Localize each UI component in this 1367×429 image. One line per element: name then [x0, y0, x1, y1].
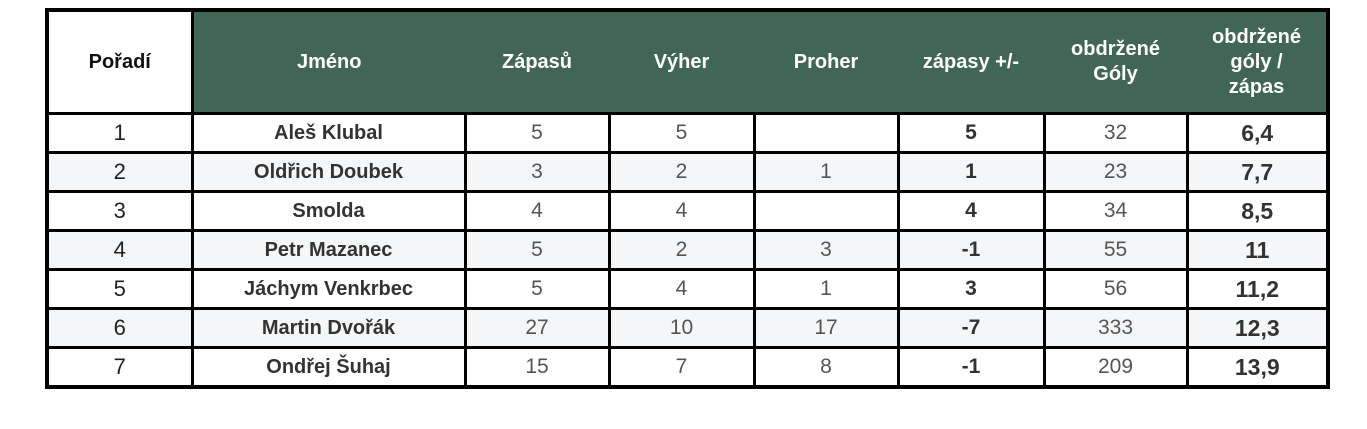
cell-name: Smolda: [190, 190, 467, 232]
header-wins: Výher: [609, 8, 754, 115]
cell-wins: 4: [607, 190, 756, 232]
cell-goals-per-match: 6,4: [1185, 112, 1330, 154]
cell-name: Petr Mazanec: [190, 229, 467, 271]
cell-name: Martin Dvořák: [190, 307, 467, 349]
cell-rank: 5: [45, 268, 194, 310]
cell-matches: 5: [463, 268, 611, 310]
cell-wins: 7: [607, 346, 756, 389]
cell-rank: 3: [45, 190, 194, 232]
cell-match-diff: -1: [896, 346, 1046, 389]
table-row: 2 Oldřich Doubek 3 2 1 1 23 7,7: [45, 151, 1330, 193]
standings-table: Pořadí Jméno Zápasů Výher Proher zápasy …: [45, 8, 1330, 389]
cell-rank: 6: [45, 307, 194, 349]
cell-losses: 3: [752, 229, 900, 271]
cell-goals-conceded: 23: [1042, 151, 1189, 193]
cell-goals-per-match: 11: [1185, 229, 1330, 271]
cell-goals-conceded: 56: [1042, 268, 1189, 310]
header-name: Jméno: [192, 8, 465, 115]
cell-goals-per-match: 13,9: [1185, 346, 1330, 389]
cell-losses: 17: [752, 307, 900, 349]
cell-goals-per-match: 8,5: [1185, 190, 1330, 232]
cell-match-diff: -7: [896, 307, 1046, 349]
cell-wins: 5: [607, 112, 756, 154]
table-row: 6 Martin Dvořák 27 10 17 -7 333 12,3: [45, 307, 1330, 349]
cell-goals-conceded: 32: [1042, 112, 1189, 154]
cell-match-diff: -1: [896, 229, 1046, 271]
cell-match-diff: 3: [896, 268, 1046, 310]
cell-wins: 2: [607, 151, 756, 193]
table-row: 3 Smolda 4 4 4 34 8,5: [45, 190, 1330, 232]
cell-match-diff: 5: [896, 112, 1046, 154]
cell-matches: 5: [463, 112, 611, 154]
cell-matches: 15: [463, 346, 611, 389]
cell-losses: [752, 190, 900, 232]
header-matches: Zápasů: [465, 8, 609, 115]
header-goals-conceded: obdržené Góly: [1044, 8, 1187, 115]
cell-losses: 1: [752, 151, 900, 193]
cell-rank: 1: [45, 112, 194, 154]
cell-goals-per-match: 11,2: [1185, 268, 1330, 310]
header-rank: Pořadí: [47, 8, 194, 115]
cell-name: Oldřich Doubek: [190, 151, 467, 193]
table-row: 5 Jáchym Venkrbec 5 4 1 3 56 11,2: [45, 268, 1330, 310]
cell-matches: 5: [463, 229, 611, 271]
header-goals-per-match: obdržené góly / zápas: [1187, 8, 1328, 115]
cell-goals-conceded: 333: [1042, 307, 1189, 349]
cell-goals-conceded: 209: [1042, 346, 1189, 389]
cell-goals-per-match: 7,7: [1185, 151, 1330, 193]
cell-matches: 4: [463, 190, 611, 232]
cell-matches: 3: [463, 151, 611, 193]
header-match-diff: zápasy +/-: [898, 8, 1044, 115]
table-row: 4 Petr Mazanec 5 2 3 -1 55 11: [45, 229, 1330, 271]
cell-losses: 8: [752, 346, 900, 389]
table-row: 7 Ondřej Šuhaj 15 7 8 -1 209 13,9: [45, 346, 1330, 389]
cell-rank: 4: [45, 229, 194, 271]
cell-rank: 2: [45, 151, 194, 193]
cell-wins: 10: [607, 307, 756, 349]
cell-match-diff: 4: [896, 190, 1046, 232]
cell-name: Ondřej Šuhaj: [190, 346, 467, 389]
cell-matches: 27: [463, 307, 611, 349]
cell-name: Jáchym Venkrbec: [190, 268, 467, 310]
header-row: Pořadí Jméno Zápasů Výher Proher zápasy …: [47, 8, 1328, 115]
cell-match-diff: 1: [896, 151, 1046, 193]
cell-name: Aleš Klubal: [190, 112, 467, 154]
cell-rank: 7: [45, 346, 194, 389]
header-losses: Proher: [754, 8, 898, 115]
cell-goals-per-match: 12,3: [1185, 307, 1330, 349]
cell-losses: 1: [752, 268, 900, 310]
cell-losses: [752, 112, 900, 154]
cell-wins: 2: [607, 229, 756, 271]
cell-wins: 4: [607, 268, 756, 310]
cell-goals-conceded: 34: [1042, 190, 1189, 232]
cell-goals-conceded: 55: [1042, 229, 1189, 271]
table-row: 1 Aleš Klubal 5 5 5 32 6,4: [45, 112, 1330, 154]
